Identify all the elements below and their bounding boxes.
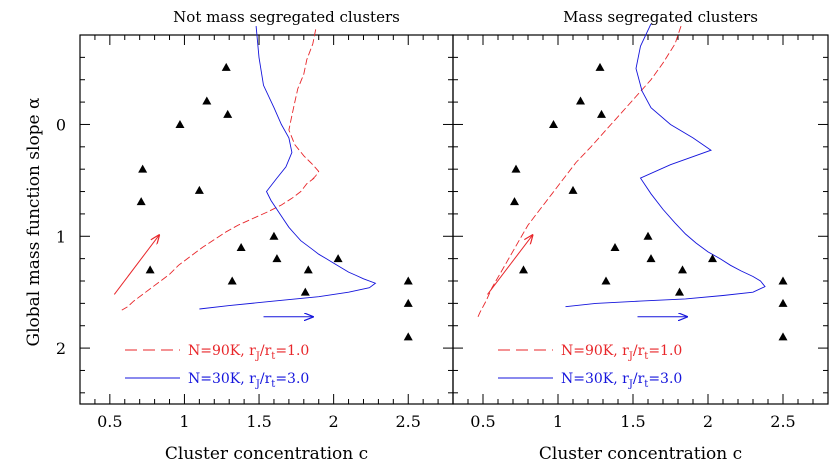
data-point-triangle xyxy=(610,242,620,251)
data-point-triangle xyxy=(403,276,413,285)
data-point-triangle xyxy=(221,62,231,71)
panel-title: Not mass segregated clusters xyxy=(173,8,400,26)
data-point-triangle xyxy=(708,254,717,263)
data-point-triangle xyxy=(223,109,233,118)
data-point-triangle xyxy=(778,332,788,341)
x-tick-label: 2 xyxy=(703,412,713,431)
y-tick-label: 2 xyxy=(56,339,66,358)
x-axis-label: Cluster concentration c xyxy=(165,444,368,464)
legend-label-blue: N=30K, rJ/rt=3.0 xyxy=(561,371,682,390)
data-point-triangle xyxy=(236,242,246,251)
x-tick-label: 0.5 xyxy=(97,412,122,431)
x-tick-label: 2.5 xyxy=(396,412,421,431)
x-tick-label: 2 xyxy=(329,412,339,431)
data-point-triangle xyxy=(519,265,528,274)
data-point-triangle xyxy=(136,197,146,206)
data-point-triangle xyxy=(549,119,558,128)
data-point-triangle xyxy=(568,185,578,194)
data-point-triangle xyxy=(601,276,611,285)
data-point-triangle xyxy=(138,164,148,173)
data-point-triangle xyxy=(511,164,521,173)
data-point-triangle xyxy=(403,298,413,307)
data-point-triangle xyxy=(175,119,185,128)
y-tick-label: 0 xyxy=(56,115,66,134)
panel-mass-segregated: Mass segregated clusters 0.5 1 1.5 2 2.5 Clust… xyxy=(452,8,829,464)
data-point-triangle xyxy=(333,254,343,263)
data-point-triangle xyxy=(643,231,653,240)
legend-label-blue: N=30K, rJ/rt=3.0 xyxy=(188,371,309,390)
data-point-triangle xyxy=(678,265,687,274)
x-tick-label: 1.5 xyxy=(246,412,271,431)
y-axis-label: Global mass function slope α xyxy=(24,97,44,347)
data-point-triangle xyxy=(778,276,788,285)
panel-title: Mass segregated clusters xyxy=(563,8,758,26)
data-point-triangle xyxy=(778,298,788,307)
plot-frame xyxy=(452,34,829,405)
data-point-triangle xyxy=(300,287,310,296)
data-point-triangle xyxy=(646,254,656,263)
data-point-triangle xyxy=(595,62,605,71)
data-point-triangle xyxy=(194,185,204,194)
y-tick-label: 1 xyxy=(56,227,66,246)
x-tick-label: 1 xyxy=(179,412,189,431)
trend-arrow xyxy=(487,235,533,295)
data-point-triangle xyxy=(227,276,237,285)
panel-not-mass-segregated: Not mass segregated clusters 0.5 1 1.5 2 2.5 0… xyxy=(56,8,454,464)
series-line-red-dashed xyxy=(121,29,320,311)
series-line-red-dashed xyxy=(476,25,682,320)
data-point-triangle xyxy=(576,96,585,105)
data-point-triangle xyxy=(272,254,282,263)
x-tick-label: 0.5 xyxy=(470,412,495,431)
trend-arrow xyxy=(113,235,159,295)
legend-label-red: N=90K, rJ/rt=1.0 xyxy=(188,343,309,362)
data-point-triangle xyxy=(675,287,684,296)
x-tick-label: 1 xyxy=(553,412,563,431)
legend-label-red: N=90K, rJ/rt=1.0 xyxy=(561,343,682,362)
data-point-triangle xyxy=(597,109,606,118)
series-line-blue-solid xyxy=(565,23,766,308)
data-point-triangle xyxy=(145,265,155,274)
series-line-blue-solid xyxy=(199,26,377,310)
x-tick-label: 2.5 xyxy=(770,412,795,431)
x-tick-label: 1.5 xyxy=(620,412,645,431)
data-point-triangle xyxy=(303,265,313,274)
data-point-triangle xyxy=(510,197,519,206)
data-point-triangle xyxy=(403,332,413,341)
data-point-triangle xyxy=(269,231,279,240)
data-point-triangle xyxy=(202,96,212,105)
x-axis-label: Cluster concentration c xyxy=(539,444,742,464)
